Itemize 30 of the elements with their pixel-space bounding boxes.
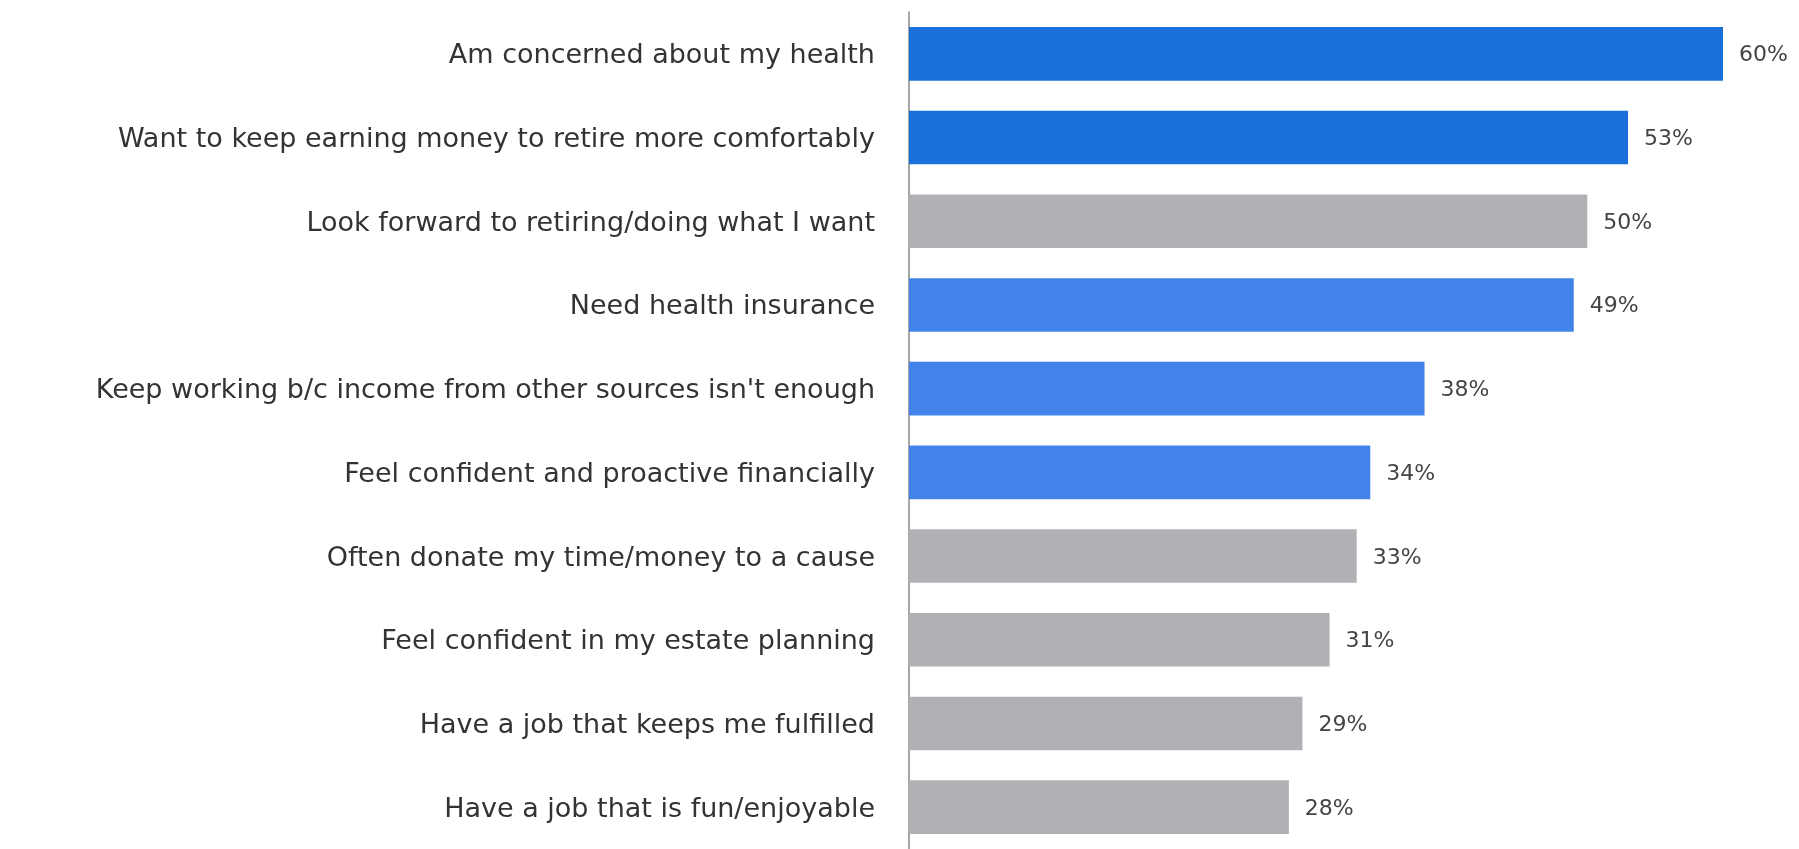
y-tick-label: Look forward to retiring/doing what I want [306,205,875,237]
data-label: 28% [1304,794,1354,820]
bar [909,110,1629,165]
bar [909,278,1574,332]
data-label: 60% [1739,41,1788,67]
bar [909,529,1357,583]
bar [909,445,1371,500]
y-tick-label: Want to keep earning money to retire more comfortably [117,122,876,154]
bar [909,361,1425,416]
y-tick-label: Keep working b/c income from other sources isn't enough [95,373,875,405]
data-label: 49% [1589,292,1639,318]
data-label: 29% [1318,710,1368,736]
data-label: 53% [1644,125,1693,151]
data-label: 38% [1440,376,1490,402]
bar [909,27,1723,81]
bar [909,194,1588,249]
y-tick-label: Feel confident in my estate planning [381,624,875,656]
bar [909,696,1303,751]
y-tick-label: Have a job that keeps me fulfilled [419,707,875,739]
y-tick-label: Have a job that is fun/enjoyable [444,791,875,823]
bar [909,612,1330,667]
data-label: 33% [1372,543,1422,569]
y-tick-label: Need health insurance [569,289,875,321]
y-tick-label: Am concerned about my health [448,38,875,70]
data-label: 31% [1345,627,1395,653]
y-tick-label: Often donate my time/money to a cause [326,540,875,572]
data-label: 34% [1386,459,1436,485]
data-label: 50% [1603,208,1653,234]
y-tick-label: Feel confident and proactive financially [344,456,876,488]
bar [909,780,1289,834]
